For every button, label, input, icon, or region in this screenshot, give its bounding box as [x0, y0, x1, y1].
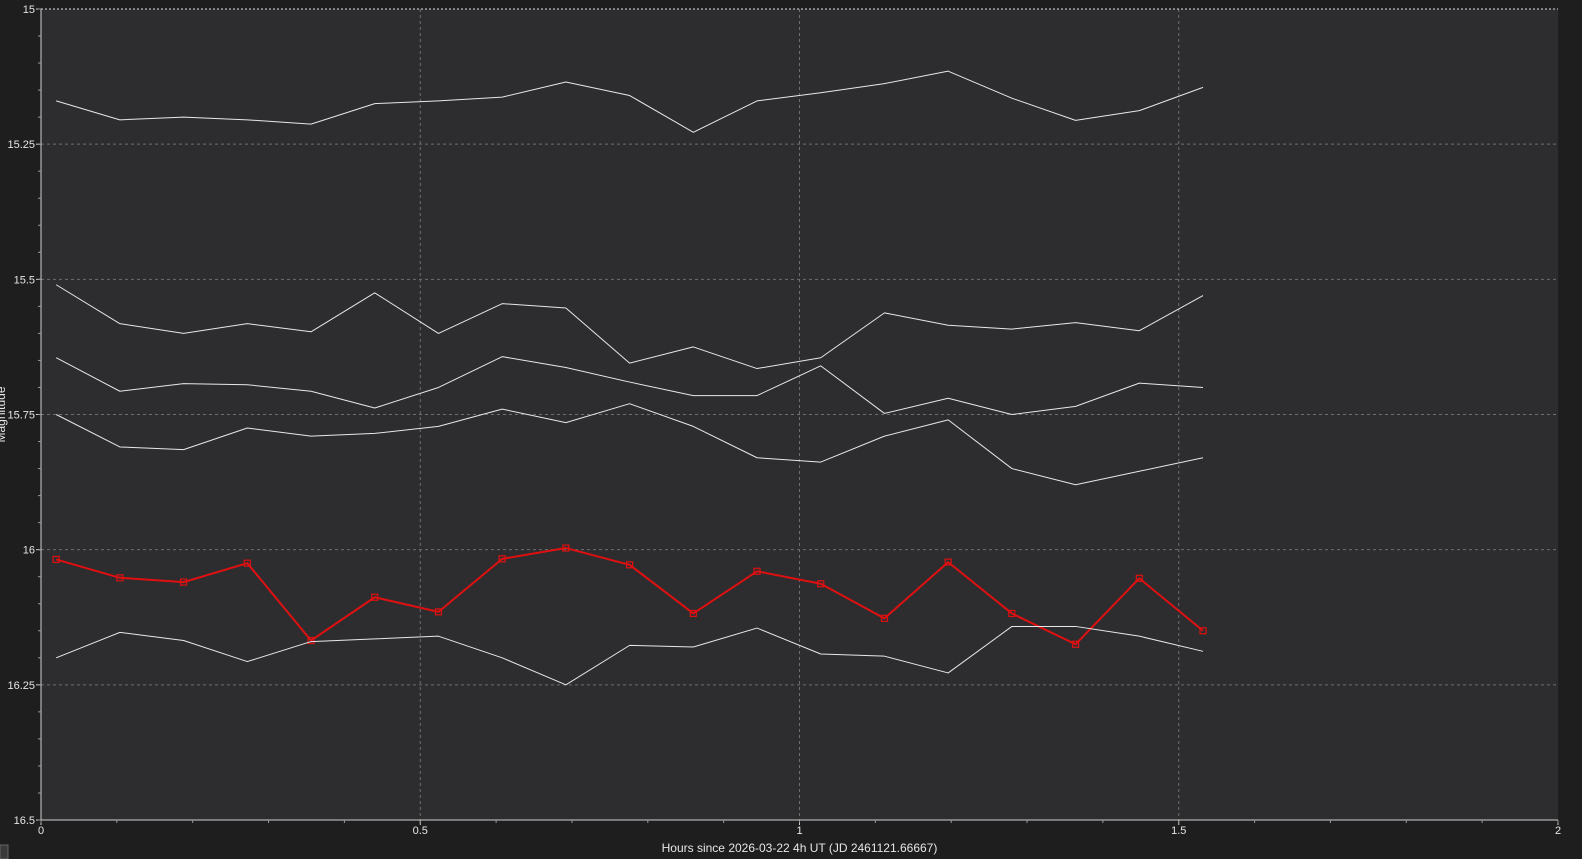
comparison-star-line-1[interactable] [56, 70, 1204, 133]
x-tick-label: 0.5 [413, 825, 428, 837]
y-tick-label: 16 [23, 545, 35, 557]
y-tick-label: 15.75 [7, 410, 35, 422]
target-data-point[interactable] [562, 544, 570, 552]
target-data-point[interactable] [116, 574, 124, 582]
target-data-point[interactable] [625, 561, 634, 569]
gridlines [41, 8, 1558, 820]
y-tick-label: 15.5 [14, 274, 35, 286]
series-group [52, 70, 1207, 686]
target-data-point[interactable] [753, 567, 761, 575]
x-axis-label: Hours since 2026-03-22 4h UT (JD 2461121… [662, 841, 938, 855]
x-tick-label: 1 [796, 825, 802, 837]
y-tick-label: 15.25 [7, 139, 35, 151]
comparison-star-line-2[interactable] [55, 284, 1204, 370]
corner-handle[interactable] [0, 844, 9, 859]
target-data-point[interactable] [817, 580, 825, 588]
target-data-point[interactable] [434, 608, 443, 616]
y-tick-label: 16.25 [7, 680, 35, 692]
comparison-star-line-3[interactable] [55, 356, 1204, 415]
x-tick-label: 1.5 [1171, 825, 1186, 837]
x-tick-label: 0 [38, 825, 44, 837]
y-tick-label: 15 [23, 4, 35, 16]
target-data-point[interactable] [689, 609, 697, 618]
target-data-point[interactable] [1008, 609, 1016, 618]
target-data-point[interactable] [1071, 640, 1080, 648]
target-star-line[interactable] [55, 547, 1204, 646]
tick-marks [36, 8, 1559, 825]
comparison-star-line-4[interactable] [55, 403, 1204, 486]
target-data-point[interactable] [1135, 574, 1143, 582]
y-axis-label: Magnitude [0, 386, 8, 442]
target-data-point[interactable] [1199, 627, 1207, 635]
target-data-point[interactable] [52, 555, 60, 563]
target-data-point[interactable] [307, 636, 315, 645]
target-data-point[interactable] [498, 555, 506, 563]
tick-labels: 0 0.5 1 1.5 2 15 15.25 15.5 15.75 16 16.25 16.5 [7, 4, 1561, 837]
y-tick-label: 16.5 [14, 815, 35, 827]
target-data-point[interactable] [179, 578, 188, 586]
target-data-point[interactable] [243, 559, 251, 567]
comparison-star-line-6[interactable] [55, 625, 1204, 686]
target-data-point[interactable] [880, 614, 889, 622]
target-data-point[interactable] [944, 558, 952, 566]
x-tick-label: 2 [1555, 825, 1561, 837]
target-data-point[interactable] [371, 593, 379, 601]
